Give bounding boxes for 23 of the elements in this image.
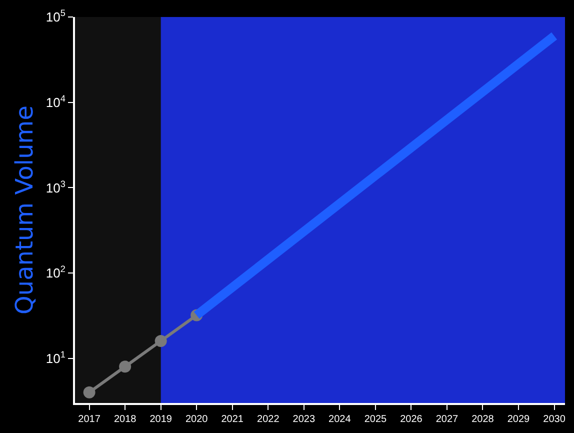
x-tick-label: 2021 [221, 414, 244, 425]
x-tick-label: 2026 [400, 414, 423, 425]
x-tick-label: 2019 [150, 414, 172, 425]
x-tick-label: 2024 [328, 414, 352, 425]
x-tick-label: 2018 [114, 414, 137, 425]
x-tick-label: 2023 [292, 414, 316, 425]
point [119, 360, 132, 373]
x-tick-label: 2017 [78, 414, 101, 425]
y-tick-label: 10$^{1}$ [46, 349, 66, 366]
x-tick-label: 2027 [436, 414, 459, 425]
x-tick-label: 2028 [472, 414, 494, 425]
point [83, 386, 96, 398]
x-tick-label: 2022 [257, 414, 280, 425]
y-tick-label: 10$^{4}$ [46, 93, 66, 110]
x-tick-label: 2029 [507, 414, 530, 425]
y-tick-label: 10$^{2}$ [46, 264, 66, 281]
point [154, 334, 167, 347]
y-axis-title: Quantum Volume [10, 106, 38, 314]
x-tick-label: 2030 [543, 414, 566, 425]
x-tick-label: 2020 [185, 414, 208, 425]
x-tick-label: 2025 [364, 414, 387, 425]
y-tick-label: 10$^{5}$ [46, 8, 66, 25]
y-tick-label: 10$^{3}$ [46, 178, 66, 196]
